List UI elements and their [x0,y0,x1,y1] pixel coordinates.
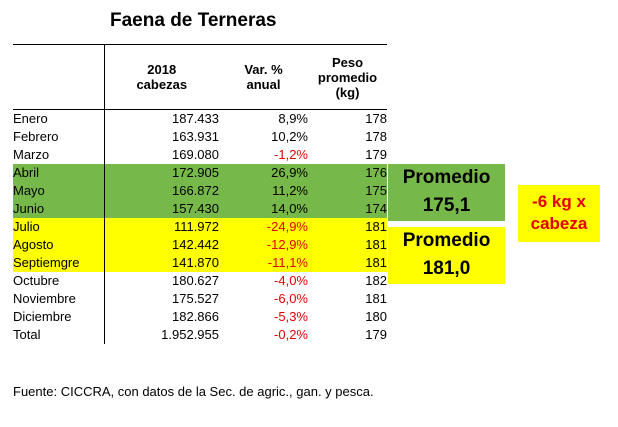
weight-cell: 181 [308,236,387,254]
var-header-line1: Var. % [244,62,283,77]
table-row: Enero 187.433 8,9% 178 [13,109,387,128]
heads-cell: 169.080 [103,146,219,164]
month-cell: Febrero [13,129,59,144]
month-cell: Total [13,327,41,342]
weight-cell: 179 [365,327,387,342]
var-cell: -24,9% [219,218,308,236]
var-cell: -6,0% [274,291,308,306]
heads-cell: 163.931 [103,128,219,146]
weight-header: Peso promedio (kg) [308,44,387,110]
weight-cell: 178 [365,129,387,144]
var-cell: -1,2% [274,147,308,162]
weight-cell: 182 [365,273,387,288]
heads-header: 2018 cabezas [103,44,219,110]
table-row: Junio 157.430 14,0% 174 [13,200,387,218]
table-row: Agosto 142.442 -12,9% 181 [13,236,387,254]
table-row: Total 1.952.955 -0,2% 179 [13,326,387,344]
month-cell: Junio [13,200,104,218]
month-cell: Julio [13,218,104,236]
table-row: Marzo 169.080 -1,2% 179 [13,146,387,164]
var-cell: 8,9% [278,111,308,126]
weight-cell: 178 [365,111,387,126]
var-header-line2: anual [246,77,281,92]
month-cell: Enero [13,111,48,126]
var-cell: -4,0% [274,273,308,288]
var-cell: 11,2% [219,182,308,200]
promedio-yellow-box: Promedio 181,0 [388,227,505,284]
heads-cell: 141.870 [103,254,219,272]
table-row: Febrero 163.931 10,2% 178 [13,128,387,146]
month-cell: Noviembre [13,291,76,306]
weight-difference-line1: -6 kg x [532,192,586,211]
weight-cell: 181 [365,291,387,306]
month-cell: Octubre [13,273,60,288]
table-row: Noviembre 175.527 -6,0% 181 [13,290,387,308]
weight-difference-line2: cabeza [530,214,588,233]
heads-header-line2: cabezas [136,77,188,92]
heads-cell: 187.433 [103,109,219,128]
faena-table: 2018 cabezas Var. % anual Peso promedio … [13,44,387,344]
var-cell: 10,2% [271,129,308,144]
promedio-green-label: Promedio [402,167,491,188]
weight-cell: 180 [365,309,387,324]
table-row: Octubre 180.627 -4,0% 182 [13,272,387,290]
heads-header-line1: 2018 [147,62,177,77]
table-row: Mayo 166.872 11,2% 175 [13,182,387,200]
weight-cell: 174 [308,200,387,218]
table-row: Abril 172.905 26,9% 176 [13,164,387,182]
heads-cell: 166.872 [103,182,219,200]
var-cell: -0,2% [274,327,308,342]
weight-cell: 176 [308,164,387,182]
table-row: Diciembre 182.866 -5,3% 180 [13,308,387,326]
weight-header-line2: promedio [317,69,378,85]
var-header: Var. % anual [219,44,308,110]
month-cell: Septiemgre [13,254,104,272]
var-cell: -5,3% [274,309,308,324]
heads-cell: 111.972 [103,218,219,236]
promedio-green-box: Promedio 175,1 [388,164,505,221]
month-header [13,44,104,110]
weight-header-line3: (kg) [335,84,360,100]
heads-cell: 180.627 [103,272,219,290]
header-row: 2018 cabezas Var. % anual Peso promedio … [13,44,387,110]
var-cell: 14,0% [219,200,308,218]
weight-cell: 181 [308,218,387,236]
weight-difference-box: -6 kg x cabeza [518,185,600,242]
month-cell: Agosto [13,236,104,254]
var-cell: -12,9% [219,236,308,254]
promedio-yellow-value: 181,0 [422,258,471,279]
table-title: Faena de Terneras [110,10,277,31]
heads-cell: 172.905 [103,164,219,182]
table-row: Septiemgre 141.870 -11,1% 181 [13,254,387,272]
table-row: Julio 111.972 -24,9% 181 [13,218,387,236]
promedio-yellow-label: Promedio [402,230,491,251]
source-note: Fuente: CICCRA, con datos de la Sec. de … [13,384,374,399]
month-cell: Diciembre [13,309,72,324]
promedio-green-value: 175,1 [422,195,471,216]
month-cell: Mayo [13,182,104,200]
month-cell: Marzo [13,147,50,162]
heads-cell: 182.866 [103,308,219,326]
heads-cell: 142.442 [103,236,219,254]
weight-cell: 175 [308,182,387,200]
month-cell: Abril [13,164,104,182]
heads-cell: 175.527 [103,290,219,308]
var-cell: 26,9% [219,164,308,182]
weight-header-line1: Peso [331,54,364,70]
heads-cell: 157.430 [103,200,219,218]
var-cell: -11,1% [219,254,308,272]
weight-cell: 181 [308,254,387,272]
weight-cell: 179 [365,147,387,162]
heads-cell: 1.952.955 [103,326,219,344]
